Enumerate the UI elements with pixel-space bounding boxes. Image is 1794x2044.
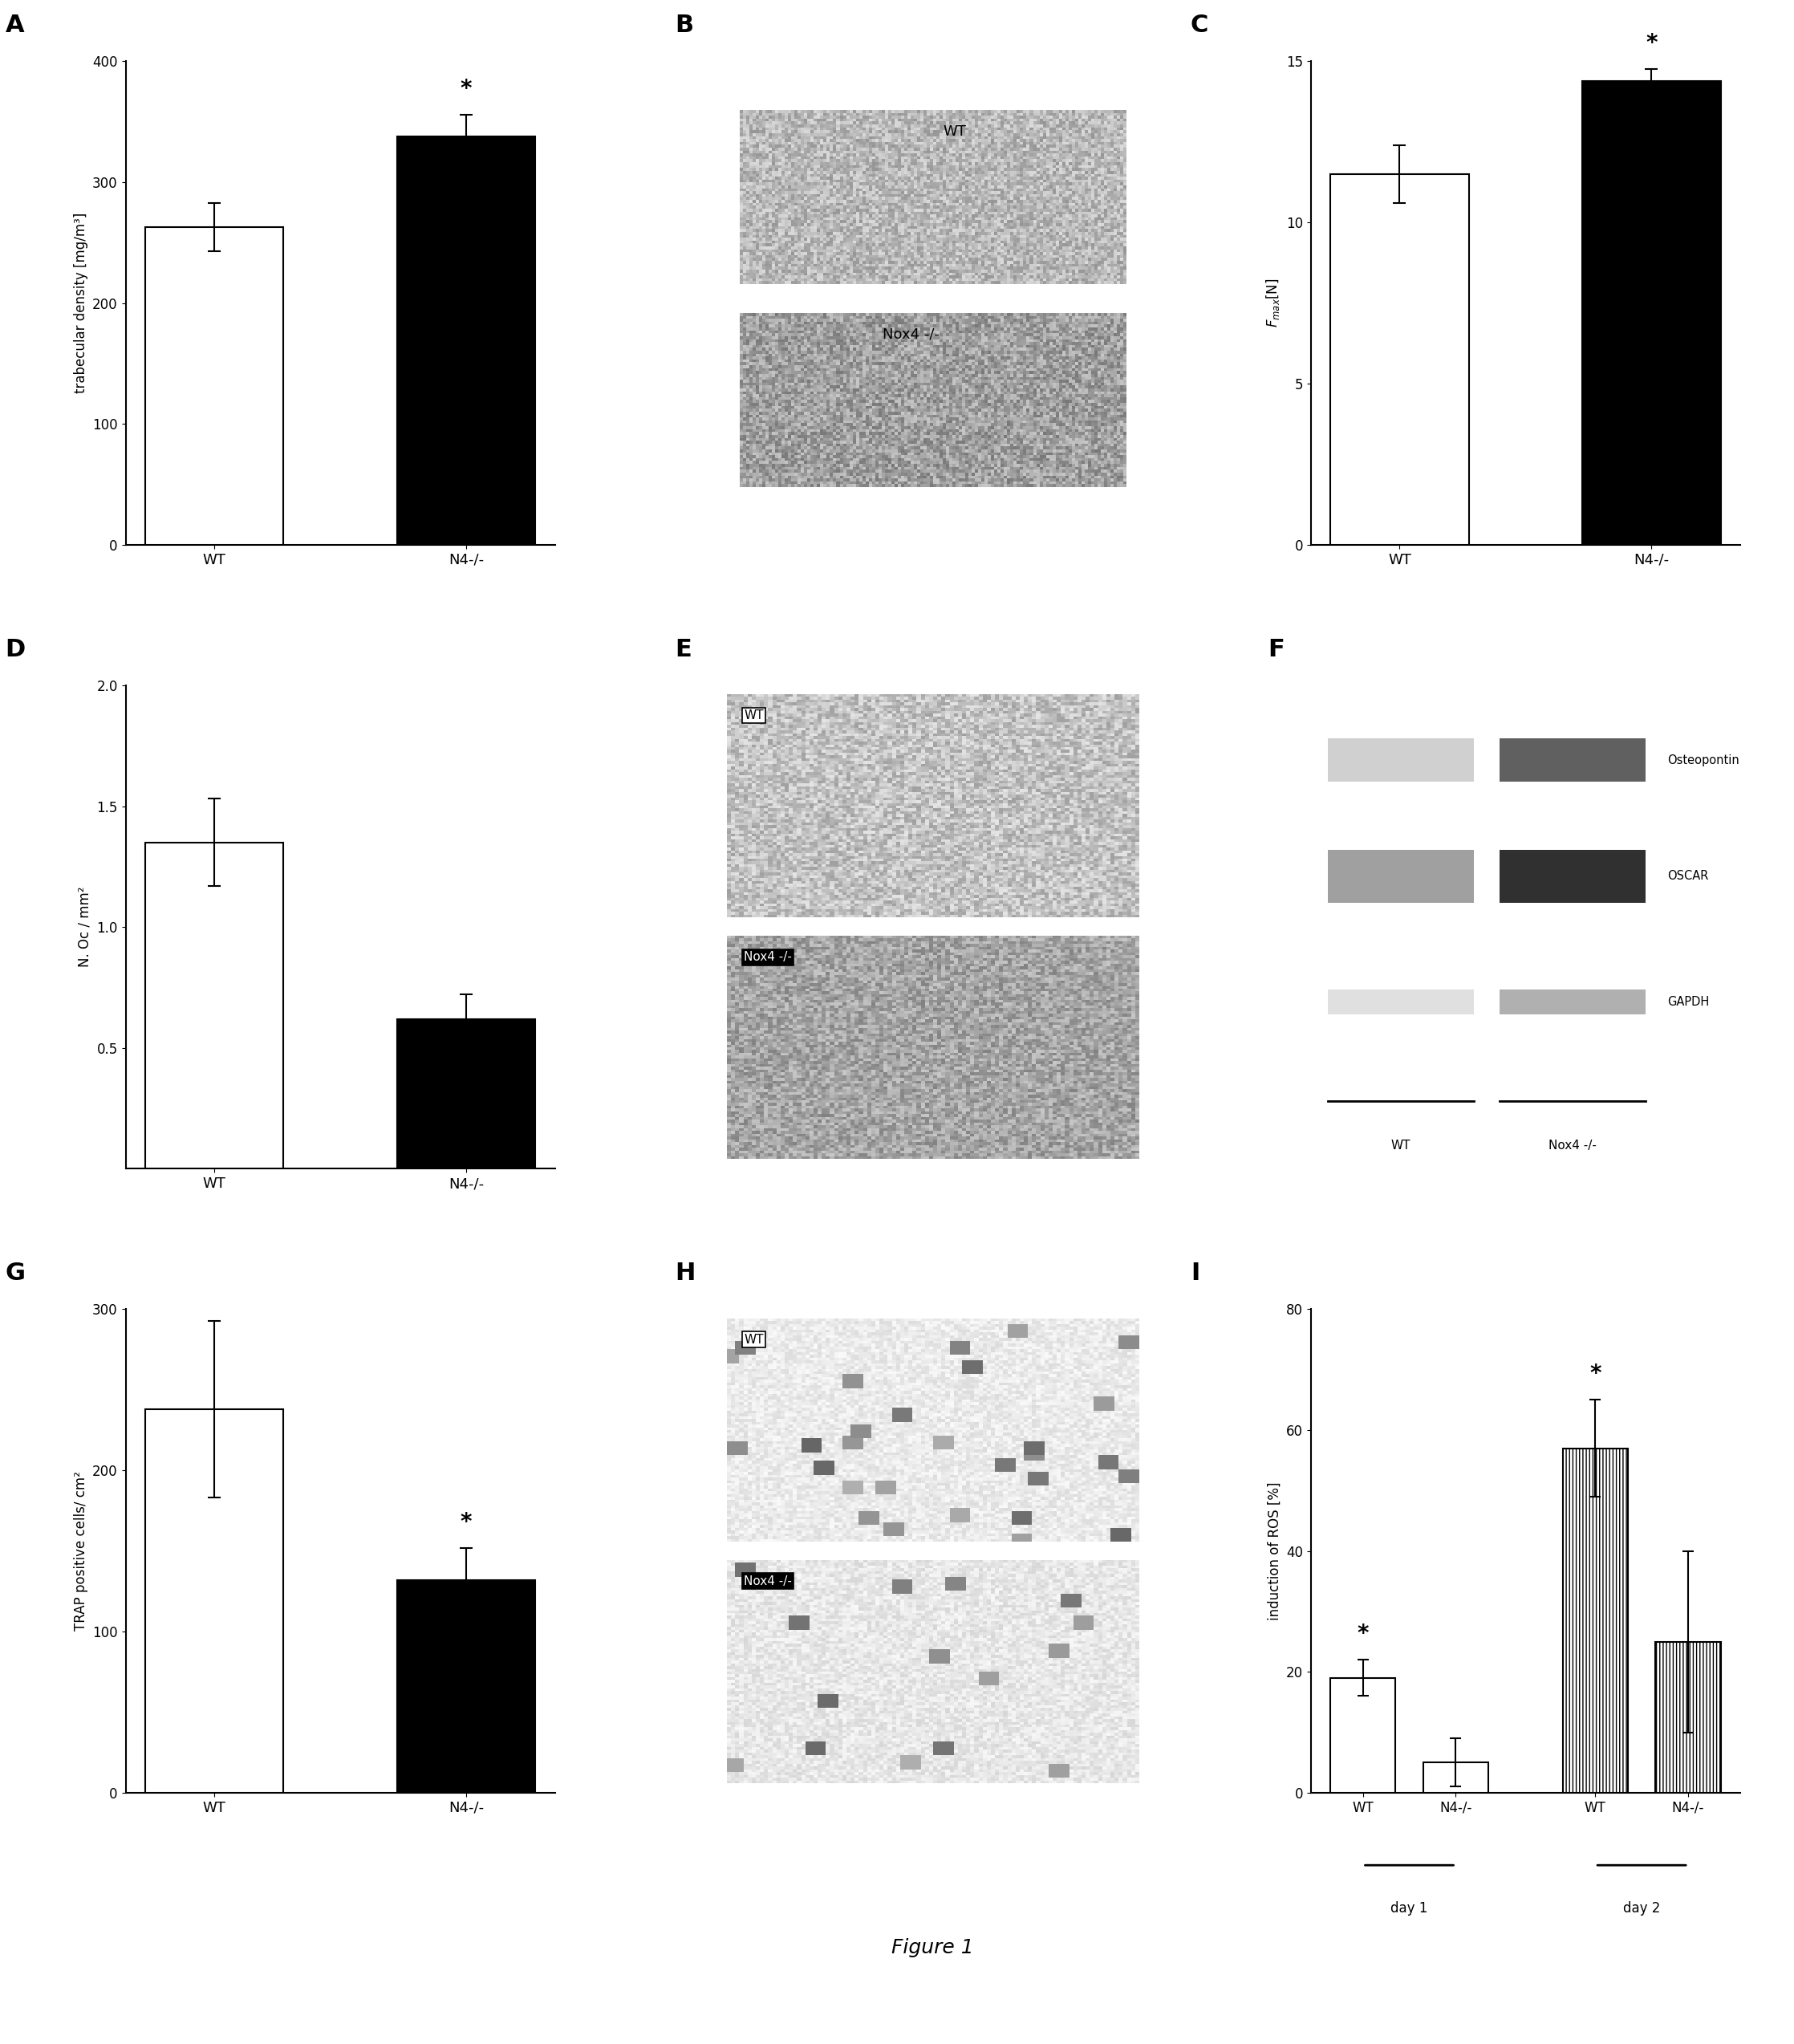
Text: E: E bbox=[675, 638, 692, 660]
FancyBboxPatch shape bbox=[1500, 850, 1645, 903]
FancyBboxPatch shape bbox=[1500, 738, 1645, 783]
Text: Figure 1: Figure 1 bbox=[892, 1938, 974, 1958]
FancyBboxPatch shape bbox=[1500, 989, 1645, 1014]
Text: B: B bbox=[675, 14, 694, 37]
Bar bbox=[145, 227, 283, 546]
Text: GAPDH: GAPDH bbox=[1667, 995, 1710, 1008]
Text: OSCAR: OSCAR bbox=[1667, 871, 1708, 883]
Text: *: * bbox=[1589, 1363, 1600, 1386]
Text: Nox4 -/-: Nox4 -/- bbox=[883, 327, 940, 341]
Bar bbox=[1582, 80, 1720, 546]
Y-axis label: TRAP positive cells/ cm²: TRAP positive cells/ cm² bbox=[74, 1472, 88, 1631]
Bar bbox=[1423, 1762, 1489, 1793]
Text: *: * bbox=[461, 1511, 472, 1533]
FancyBboxPatch shape bbox=[1328, 989, 1475, 1014]
Text: WT: WT bbox=[1390, 1141, 1410, 1151]
FancyBboxPatch shape bbox=[1328, 738, 1475, 783]
Bar bbox=[1656, 1641, 1720, 1793]
Text: WT: WT bbox=[745, 1333, 764, 1345]
Bar bbox=[145, 1408, 283, 1793]
Text: A: A bbox=[5, 14, 25, 37]
Text: C: C bbox=[1191, 14, 1209, 37]
Bar bbox=[396, 1018, 535, 1169]
Bar bbox=[396, 1580, 535, 1793]
Text: *: * bbox=[461, 78, 472, 100]
Y-axis label: induction of ROS [%]: induction of ROS [%] bbox=[1267, 1482, 1281, 1621]
Text: WT: WT bbox=[745, 709, 764, 722]
Text: H: H bbox=[675, 1261, 696, 1286]
Bar bbox=[1331, 1678, 1396, 1793]
Y-axis label: $F_{max}$[N]: $F_{max}$[N] bbox=[1265, 278, 1281, 327]
Y-axis label: trabecular density [mg/m³]: trabecular density [mg/m³] bbox=[74, 213, 88, 392]
Text: D: D bbox=[5, 638, 25, 660]
Bar bbox=[1563, 1449, 1627, 1793]
Text: day 1: day 1 bbox=[1390, 1901, 1428, 1915]
Text: Nox4 -/-: Nox4 -/- bbox=[745, 950, 791, 963]
FancyBboxPatch shape bbox=[1328, 850, 1475, 903]
Text: F: F bbox=[1268, 638, 1285, 660]
Bar bbox=[396, 137, 535, 546]
Text: Osteopontin: Osteopontin bbox=[1667, 754, 1738, 766]
Text: *: * bbox=[1645, 33, 1658, 55]
Bar bbox=[1331, 174, 1469, 546]
Text: WT: WT bbox=[944, 125, 965, 139]
Text: G: G bbox=[5, 1261, 25, 1286]
Text: Nox4 -/-: Nox4 -/- bbox=[745, 1576, 791, 1588]
Text: I: I bbox=[1191, 1261, 1200, 1286]
Bar bbox=[145, 842, 283, 1169]
Text: Nox4 -/-: Nox4 -/- bbox=[1548, 1141, 1597, 1151]
Y-axis label: N. Oc / mm²: N. Oc / mm² bbox=[77, 887, 91, 967]
Text: *: * bbox=[1356, 1623, 1369, 1645]
Text: day 2: day 2 bbox=[1624, 1901, 1659, 1915]
